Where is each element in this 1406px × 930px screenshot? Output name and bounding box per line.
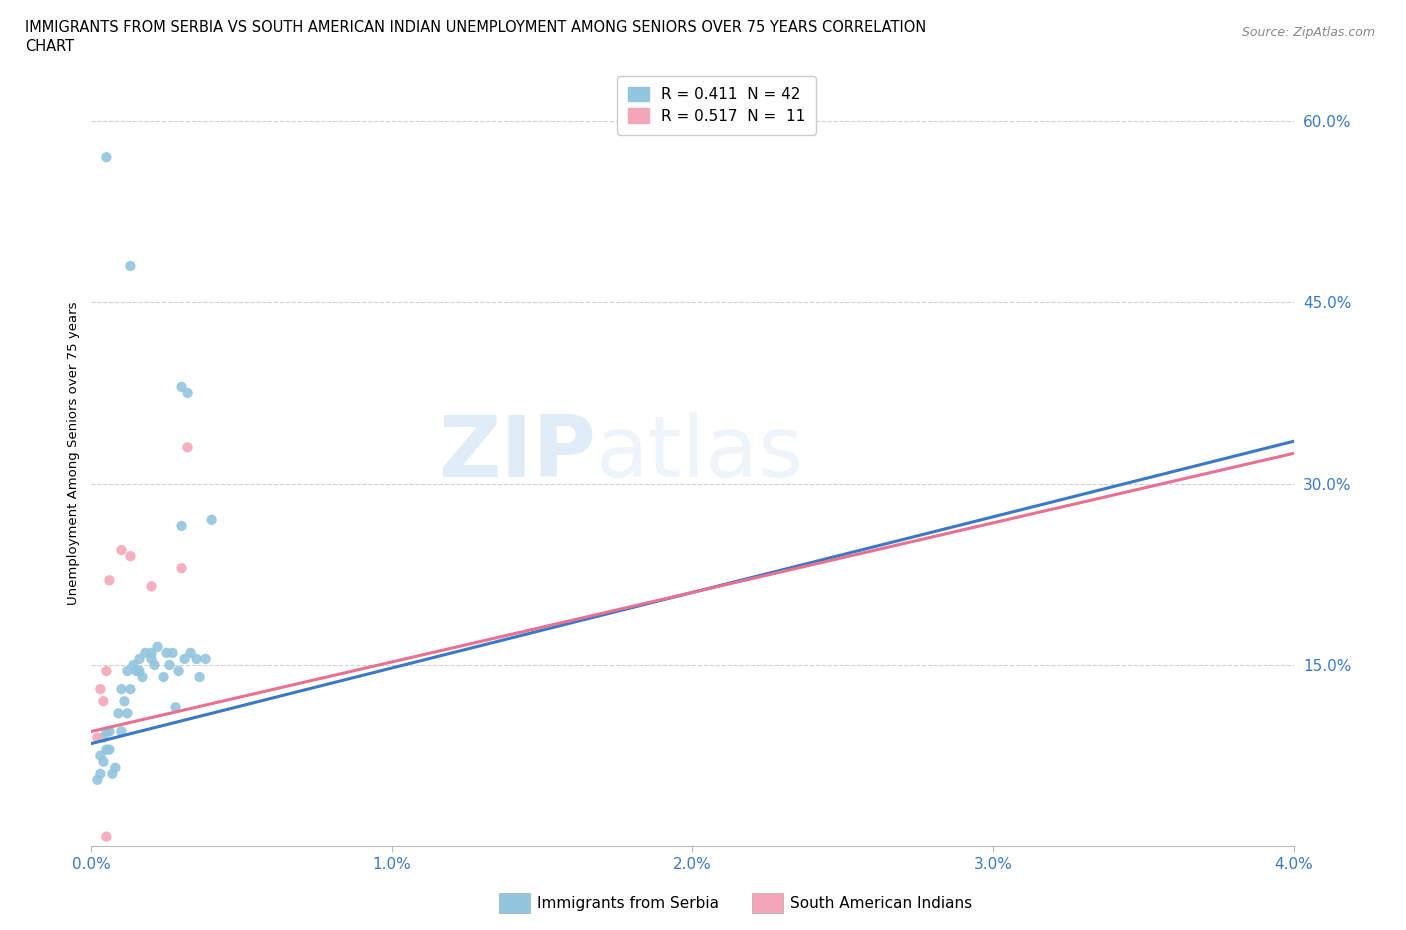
Point <box>120 682 142 697</box>
Point <box>117 706 139 721</box>
Point <box>96 150 118 165</box>
Point <box>165 700 187 715</box>
FancyBboxPatch shape <box>752 893 783 913</box>
Point <box>167 664 190 679</box>
Point <box>194 651 217 666</box>
Point <box>89 748 111 763</box>
Point <box>107 706 129 721</box>
Point <box>101 766 124 781</box>
Point <box>104 761 127 776</box>
Point <box>89 766 111 781</box>
Point <box>98 573 121 588</box>
FancyBboxPatch shape <box>499 893 530 913</box>
Point <box>96 724 118 738</box>
Point <box>96 830 118 844</box>
Point <box>98 724 121 738</box>
Point <box>86 730 108 745</box>
Point <box>128 651 150 666</box>
Point <box>98 742 121 757</box>
Point <box>141 645 163 660</box>
Text: Immigrants from Serbia: Immigrants from Serbia <box>537 896 718 910</box>
Point <box>93 694 115 709</box>
Text: atlas: atlas <box>596 412 804 495</box>
Point <box>120 259 142 273</box>
Point <box>188 670 211 684</box>
Legend: R = 0.411  N = 42, R = 0.517  N =  11: R = 0.411 N = 42, R = 0.517 N = 11 <box>617 76 815 135</box>
Point <box>134 645 156 660</box>
Point <box>170 561 193 576</box>
Point <box>176 440 198 455</box>
Text: CHART: CHART <box>25 39 75 54</box>
Text: IMMIGRANTS FROM SERBIA VS SOUTH AMERICAN INDIAN UNEMPLOYMENT AMONG SENIORS OVER : IMMIGRANTS FROM SERBIA VS SOUTH AMERICAN… <box>25 20 927 35</box>
Point <box>122 658 145 672</box>
Point <box>162 645 184 660</box>
Point <box>86 772 108 787</box>
Point <box>117 664 139 679</box>
Point <box>143 658 166 672</box>
Point <box>114 694 136 709</box>
Point <box>110 543 132 558</box>
Point <box>128 664 150 679</box>
Point <box>170 379 193 394</box>
Point <box>141 578 163 594</box>
Point <box>152 670 174 684</box>
Point <box>186 651 208 666</box>
Point <box>131 670 153 684</box>
Point <box>141 651 163 666</box>
Point <box>170 519 193 534</box>
Y-axis label: Unemployment Among Seniors over 75 years: Unemployment Among Seniors over 75 years <box>67 301 80 605</box>
Point <box>110 724 132 738</box>
Point <box>159 658 181 672</box>
Point <box>89 682 111 697</box>
Point <box>155 645 177 660</box>
Point <box>180 645 202 660</box>
Point <box>173 651 195 666</box>
Point <box>110 682 132 697</box>
Point <box>176 386 198 401</box>
Text: Source: ZipAtlas.com: Source: ZipAtlas.com <box>1241 26 1375 39</box>
Point <box>201 512 224 527</box>
Point <box>93 730 115 745</box>
Point <box>146 640 169 655</box>
Text: ZIP: ZIP <box>439 412 596 495</box>
Point <box>120 549 142 564</box>
Text: South American Indians: South American Indians <box>790 896 973 910</box>
Point <box>96 742 118 757</box>
Point <box>93 754 115 769</box>
Point <box>96 664 118 679</box>
Point <box>125 664 148 679</box>
